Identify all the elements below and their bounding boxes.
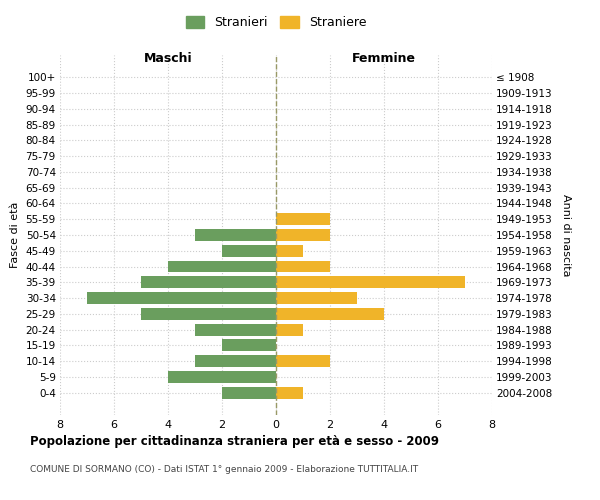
Bar xyxy=(276,245,303,256)
Bar xyxy=(87,292,276,304)
Bar xyxy=(276,260,330,272)
Text: Maschi: Maschi xyxy=(143,52,193,64)
Bar xyxy=(276,387,303,398)
Bar xyxy=(222,245,276,256)
Bar xyxy=(168,260,276,272)
Bar xyxy=(168,371,276,383)
Bar xyxy=(195,356,276,367)
Bar xyxy=(276,276,465,288)
Bar xyxy=(276,324,303,336)
Y-axis label: Anni di nascita: Anni di nascita xyxy=(561,194,571,276)
Bar xyxy=(276,229,330,241)
Bar xyxy=(222,340,276,351)
Bar xyxy=(195,229,276,241)
Bar xyxy=(141,276,276,288)
Bar xyxy=(195,324,276,336)
Bar xyxy=(222,387,276,398)
Bar xyxy=(276,356,330,367)
Bar xyxy=(276,214,330,225)
Bar xyxy=(276,292,357,304)
Text: COMUNE DI SORMANO (CO) - Dati ISTAT 1° gennaio 2009 - Elaborazione TUTTITALIA.IT: COMUNE DI SORMANO (CO) - Dati ISTAT 1° g… xyxy=(30,465,418,474)
Text: Femmine: Femmine xyxy=(352,52,416,64)
Bar xyxy=(141,308,276,320)
Bar xyxy=(276,308,384,320)
Text: Popolazione per cittadinanza straniera per età e sesso - 2009: Popolazione per cittadinanza straniera p… xyxy=(30,435,439,448)
Legend: Stranieri, Straniere: Stranieri, Straniere xyxy=(181,11,371,34)
Y-axis label: Fasce di età: Fasce di età xyxy=(10,202,20,268)
